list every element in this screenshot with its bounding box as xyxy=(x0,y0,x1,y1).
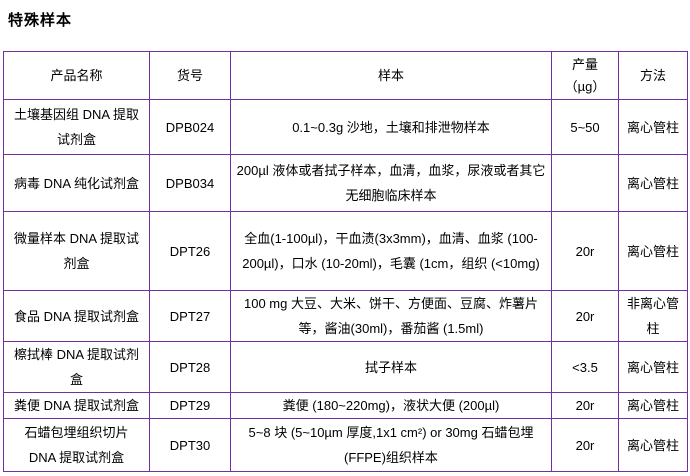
header-product-name: 产品名称 xyxy=(3,51,150,100)
cell-product-name: 石蜡包埋组织切片 DNA 提取试剂盒 xyxy=(3,418,150,472)
cell-method: 离心管柱 xyxy=(618,392,688,419)
cell-yield xyxy=(551,154,619,212)
cell-sample: 粪便 (180~220mg)，液状大便 (200µl) xyxy=(230,392,552,419)
cell-product-name: 檫拭棒 DNA 提取试剂盒 xyxy=(3,341,150,393)
table-row: 食品 DNA 提取试剂盒 DPT27 100 mg 大豆、大米、饼干、方便面、豆… xyxy=(3,290,688,342)
cell-yield: <3.5 xyxy=(551,341,619,393)
header-sample: 样本 xyxy=(230,51,552,100)
header-yield-line1: 产量 xyxy=(571,56,598,72)
cell-yield: 5~50 xyxy=(551,99,619,155)
cell-sample: 0.1~0.3g 沙地，土壤和排泄物样本 xyxy=(230,99,552,155)
cell-method: 离心管柱 xyxy=(618,341,688,393)
cell-sample: 全血(1-100µl)，干血渍(3x3mm)，血清、血浆 (100-200µl)… xyxy=(230,211,552,291)
cell-catalog-number: DPT30 xyxy=(149,418,231,472)
cell-sample: 拭子样本 xyxy=(230,341,552,393)
table-row: 病毒 DNA 纯化试剂盒 DPB034 200µl 液体或者拭子样本，血清，血浆… xyxy=(3,154,688,212)
cell-method: 离心管柱 xyxy=(618,154,688,212)
cell-product-name: 土壤基因组 DNA 提取试剂盒 xyxy=(3,99,150,155)
cell-method: 离心管柱 xyxy=(618,211,688,291)
cell-catalog-number: DPT28 xyxy=(149,341,231,393)
table-row: 微量样本 DNA 提取试剂盒 DPT26 全血(1-100µl)，干血渍(3x3… xyxy=(3,211,688,291)
cell-sample: 5~8 块 (5~10µm 厚度,1x1 cm²) or 30mg 石蜡包埋 (… xyxy=(230,418,552,472)
table-row: 粪便 DNA 提取试剂盒 DPT29 粪便 (180~220mg)，液状大便 (… xyxy=(3,392,688,419)
header-method: 方法 xyxy=(618,51,688,100)
cell-yield: 20r xyxy=(551,211,619,291)
cell-product-name: 粪便 DNA 提取试剂盒 xyxy=(3,392,150,419)
cell-yield: 20r xyxy=(551,418,619,472)
cell-catalog-number: DPT29 xyxy=(149,392,231,419)
cell-product-name: 微量样本 DNA 提取试剂盒 xyxy=(3,211,150,291)
cell-yield: 20r xyxy=(551,392,619,419)
page-title: 特殊样本 xyxy=(8,12,73,29)
cell-catalog-number: DPT27 xyxy=(149,290,231,342)
header-yield-line2: （µg） xyxy=(564,78,606,94)
table-row: 檫拭棒 DNA 提取试剂盒 DPT28 拭子样本 <3.5 离心管柱 xyxy=(3,341,688,393)
header-yield: 产量 （µg） xyxy=(551,51,619,100)
cell-method: 非离心管柱 xyxy=(618,290,688,342)
cell-method: 离心管柱 xyxy=(618,418,688,472)
cell-catalog-number: DPB024 xyxy=(149,99,231,155)
cell-catalog-number: DPT26 xyxy=(149,211,231,291)
table-header-row: 产品名称 货号 样本 产量 （µg） 方法 xyxy=(3,51,688,100)
cell-sample: 200µl 液体或者拭子样本，血清，血浆，尿液或者其它无细胞临床样本 xyxy=(230,154,552,212)
cell-method: 离心管柱 xyxy=(618,99,688,155)
cell-product-name: 食品 DNA 提取试剂盒 xyxy=(3,290,150,342)
cell-product-name: 病毒 DNA 纯化试剂盒 xyxy=(3,154,150,212)
cell-sample: 100 mg 大豆、大米、饼干、方便面、豆腐、炸薯片等，酱油(30ml)，番茄酱… xyxy=(230,290,552,342)
cell-yield: 20r xyxy=(551,290,619,342)
header-catalog-number: 货号 xyxy=(149,51,231,100)
cell-catalog-number: DPB034 xyxy=(149,154,231,212)
table-row: 石蜡包埋组织切片 DNA 提取试剂盒 DPT30 5~8 块 (5~10µm 厚… xyxy=(3,418,688,472)
table-row: 土壤基因组 DNA 提取试剂盒 DPB024 0.1~0.3g 沙地，土壤和排泄… xyxy=(3,99,688,155)
special-samples-table: 产品名称 货号 样本 产量 （µg） 方法 土壤基因组 DNA 提取试剂盒 DP… xyxy=(3,51,688,472)
